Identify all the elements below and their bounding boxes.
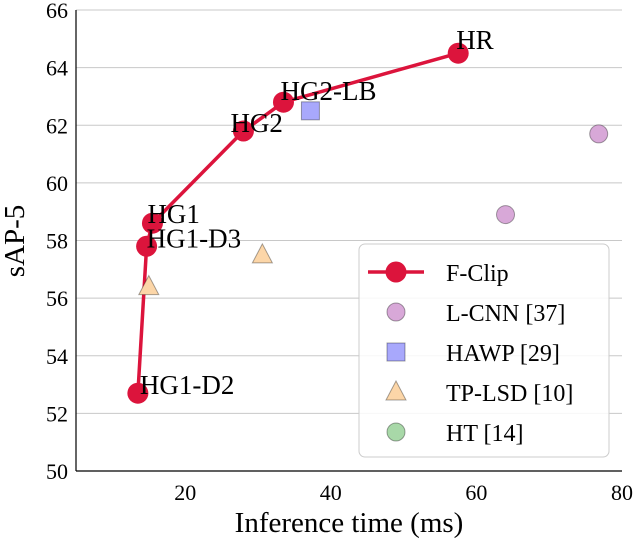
point-label: HG1-D3 (147, 223, 242, 253)
x-tick-label: 20 (174, 480, 196, 505)
series-markers (127, 42, 609, 404)
legend: F-Clip L-CNN [37] HAWP [29] TP-LSD [10] HT [… (358, 243, 610, 458)
fclip-marker (447, 42, 469, 64)
fclip-marker (127, 382, 149, 404)
x-tick-label: 60 (465, 480, 487, 505)
gridlines (76, 9, 622, 414)
legend-label: TP-LSD [10] (446, 381, 573, 407)
data-point (251, 242, 274, 264)
legend-marker (386, 302, 406, 322)
tick-labels: 50 52 54 56 58 60 62 64 66 20 40 60 80 (46, 0, 633, 505)
x-axis-title: Inference time (ms) (235, 507, 464, 539)
data-point (300, 101, 320, 121)
legend-marker (385, 379, 407, 401)
y-tick-label: 64 (46, 56, 68, 81)
point-label: HG1 (147, 199, 200, 229)
fclip-marker (272, 91, 294, 113)
fclip-line (136, 51, 459, 394)
legend-label: L-CNN [37] (446, 301, 565, 327)
legend-label: F-Clip (446, 261, 509, 287)
x-tick-label: 80 (611, 480, 633, 505)
axes (75, 10, 622, 472)
fclip-marker (141, 212, 163, 234)
y-tick-label: 62 (46, 113, 68, 138)
y-tick-label: 52 (46, 401, 68, 426)
y-axis-title: sAP-5 (0, 205, 31, 278)
fclip-marker (136, 235, 158, 257)
data-point (589, 124, 609, 144)
y-tick-label: 56 (46, 286, 68, 311)
legend-label: HAWP [29] (446, 341, 560, 367)
y-tick-label: 50 (46, 459, 68, 484)
legend-label: HT [14] (446, 421, 524, 447)
data-point (137, 274, 160, 296)
point-label: HG1-D2 (140, 370, 235, 400)
legend-marker (385, 261, 407, 283)
data-point (496, 205, 516, 225)
legend-marker (386, 342, 406, 362)
fclip-marker (232, 120, 254, 142)
point-label: HR (456, 25, 494, 55)
y-tick-label: 66 (46, 0, 68, 23)
x-tick-label: 40 (320, 480, 342, 505)
y-tick-label: 58 (46, 229, 68, 254)
y-tick-label: 54 (46, 344, 68, 369)
legend-marker (386, 422, 406, 442)
y-tick-label: 60 (46, 171, 68, 196)
point-label: HG2 (230, 108, 283, 138)
legend-box (358, 243, 610, 458)
point-label: HG2-LB (280, 76, 376, 106)
